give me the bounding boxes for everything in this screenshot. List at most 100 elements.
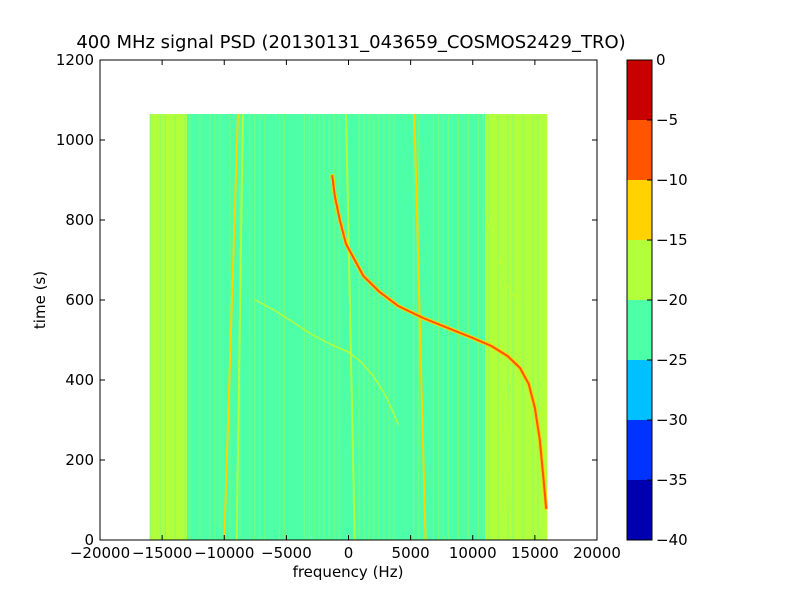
texture-stripe [467, 114, 469, 540]
texture-stripe [388, 114, 390, 540]
texture-stripe [393, 114, 395, 540]
colorbar-segment [627, 240, 652, 300]
texture-stripe [507, 114, 509, 540]
colorbar-segment [627, 360, 652, 420]
spectrogram [149, 113, 549, 541]
y-axis-label: time (s) [31, 271, 49, 329]
texture-stripe [254, 114, 256, 540]
x-tick-label: 10000 [449, 544, 497, 562]
texture-stripe [413, 114, 415, 540]
y-tick-label: 1000 [56, 131, 94, 149]
x-tick-label: −15000 [132, 544, 192, 562]
spectrum-band [186, 114, 312, 540]
colorbar-tick-label: −40 [656, 531, 688, 549]
carrier-line [223, 113, 239, 541]
texture-stripe [328, 114, 330, 540]
x-tick-label: 5000 [392, 544, 430, 562]
colorbar: 0 −5 −10 −15 −20 −25 −30 −35 −40 [626, 51, 688, 549]
y-tick-label: 400 [65, 371, 94, 389]
texture-stripe [432, 114, 435, 540]
texture-stripe [368, 114, 370, 540]
colorbar-segment [627, 420, 652, 480]
x-tick-label: −5000 [261, 544, 312, 562]
colorbar-segment [627, 180, 652, 240]
spectrum-band [149, 114, 187, 540]
texture-stripe [219, 114, 221, 540]
colorbar-tick-label: −10 [656, 171, 688, 189]
x-tick-label: 0 [344, 544, 354, 562]
texture-stripe [378, 114, 380, 540]
colorbar-tick-label: −30 [656, 411, 688, 429]
texture-stripe [363, 114, 365, 540]
x-tick-label: 15000 [511, 544, 559, 562]
colorbar-tick-label: −25 [656, 351, 688, 369]
y-axis: 0 200 400 600 800 1000 1200 [56, 51, 597, 549]
chart-title: 400 MHz signal PSD (20130131_043659_COSM… [76, 32, 625, 53]
texture-stripe [418, 114, 420, 540]
texture-stripe [373, 114, 375, 540]
colorbar-tick-label: −35 [656, 471, 688, 489]
y-tick-label: 600 [65, 291, 94, 309]
texture-stripe [229, 114, 231, 540]
y-tick-label: 0 [84, 531, 94, 549]
x-tick-label: 20000 [573, 544, 621, 562]
texture-stripe [497, 114, 499, 540]
texture-stripe [174, 114, 176, 540]
y-tick-label: 1200 [56, 51, 94, 69]
texture-stripe [457, 114, 460, 540]
x-axis: −20000 −15000 −10000 −5000 0 5000 10000 15000 20… [70, 60, 621, 562]
texture-stripe [313, 114, 315, 540]
texture-stripe [149, 114, 151, 540]
texture-stripe [532, 114, 534, 540]
texture-stripe [437, 114, 440, 540]
texture-stripe [522, 114, 524, 540]
texture-stripe [303, 114, 305, 540]
texture-stripe [482, 114, 484, 540]
texture-stripe [308, 114, 310, 540]
doppler-trace [254, 299, 399, 425]
carrier-line [235, 113, 244, 541]
spectrum-band [485, 114, 548, 540]
texture-stripe [323, 114, 325, 540]
texture-stripe [249, 114, 251, 540]
carrier-line [413, 113, 427, 541]
texture-stripe [214, 114, 216, 540]
colorbar-segment [627, 120, 652, 180]
carrier-line [345, 113, 356, 541]
doppler-trace [331, 175, 548, 509]
texture-stripe [283, 114, 286, 540]
colorbar-segment [627, 60, 652, 120]
texture-stripe [358, 114, 360, 540]
spectrum-band [311, 114, 486, 540]
x-tick-label: −10000 [194, 544, 254, 562]
texture-stripe [477, 114, 479, 540]
texture-stripe [512, 114, 514, 540]
y-tick-label: 800 [65, 211, 94, 229]
doppler-trace [484, 211, 519, 305]
colorbar-tick-label: −20 [656, 291, 688, 309]
texture-stripe [164, 114, 166, 540]
plot-area: −20000 −15000 −10000 −5000 0 5000 10000 15000 20… [56, 51, 621, 562]
colorbar-tick-label: −15 [656, 231, 688, 249]
texture-stripe [318, 114, 320, 540]
texture-stripe [189, 114, 191, 540]
colorbar-segment [627, 300, 652, 360]
texture-stripe [199, 114, 201, 540]
texture-stripe [487, 114, 489, 540]
texture-stripe [537, 114, 539, 540]
texture-stripe [278, 114, 281, 540]
y-tick-label: 200 [65, 451, 94, 469]
x-tick-label: −20000 [70, 544, 130, 562]
texture-stripe [333, 114, 335, 540]
texture-stripe [159, 114, 161, 540]
texture-stripe [259, 114, 261, 540]
texture-stripe [209, 114, 211, 540]
carrier-line [500, 113, 512, 541]
colorbar-tick-label: −5 [656, 111, 678, 129]
colorbar-segment [627, 480, 652, 540]
texture-stripe [184, 114, 186, 540]
x-axis-label: frequency (Hz) [293, 563, 404, 581]
texture-stripe [383, 114, 385, 540]
texture-stripe [338, 114, 340, 540]
